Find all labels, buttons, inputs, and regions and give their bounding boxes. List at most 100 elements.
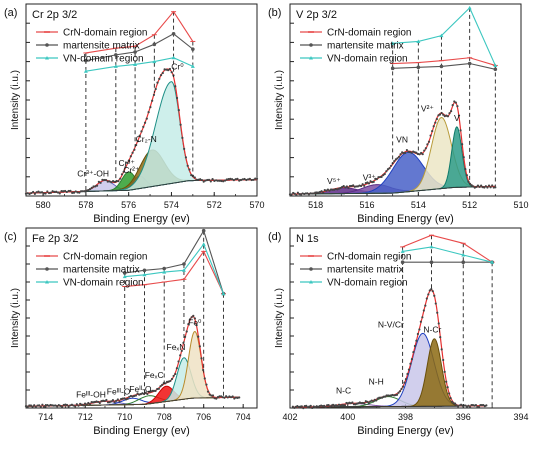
spectrum-point: [90, 186, 93, 189]
legend-entry: martensite matrix: [327, 41, 404, 52]
panel-label: (d): [268, 231, 281, 243]
legend-entry: VN-domain region: [327, 278, 408, 289]
legend-marker: [309, 56, 313, 60]
series-line: [85, 10, 194, 54]
series-point: [152, 59, 157, 64]
component-label: V⁵⁺: [327, 176, 341, 186]
spectrum-point: [184, 156, 188, 159]
spectrum-point: [462, 156, 465, 159]
spectrum-point: [487, 184, 491, 187]
spectrum-point: [28, 404, 31, 407]
spectrum-point: [327, 403, 330, 407]
spectrum-point: [233, 397, 236, 400]
series-point: [201, 228, 206, 233]
spectrum-point: [324, 406, 327, 409]
spectrum-point: [192, 314, 195, 317]
spectrum-point: [218, 395, 221, 398]
spectrum-point: [77, 404, 80, 407]
spectrum-point: [436, 311, 439, 314]
component-label: Feᴵᴵᴵ-O: [107, 386, 131, 396]
spectrum-point: [429, 134, 432, 137]
legend-marker: [309, 267, 313, 271]
spectrum-point: [211, 177, 214, 181]
series-line: [402, 246, 493, 263]
spectrum-point: [180, 349, 183, 352]
x-tick-label: 580: [36, 200, 51, 210]
x-axis-label: Binding Energy (ev): [357, 213, 454, 225]
spectrum-point: [97, 400, 100, 404]
spectrum-point: [121, 397, 124, 400]
component-label: VN: [396, 134, 408, 144]
spectrum-point: [195, 323, 198, 327]
spectrum-point: [398, 390, 402, 393]
spectrum-point: [442, 358, 445, 362]
spectrum-point: [106, 401, 110, 404]
spectrum-point: [305, 404, 308, 407]
spectrum-point: [459, 129, 462, 132]
spectrum-point: [248, 177, 251, 180]
spectrum-point: [37, 190, 40, 193]
spectrum-point: [427, 293, 430, 296]
series-vn-domain-region: [83, 55, 195, 73]
series-crn-domain-region: [400, 234, 495, 263]
panel-title: N 1s: [296, 233, 319, 245]
spectrum-point: [372, 400, 375, 403]
x-tick-label: 394: [513, 412, 528, 422]
spectrum-point: [434, 302, 437, 305]
spectrum-point: [424, 147, 427, 150]
panel-a: (a) Cr 2p 3/2 Binding Energy (ev) Intensity…: [4, 3, 265, 225]
spectrum-point: [446, 386, 449, 389]
spectrum-point: [161, 71, 164, 75]
series-point: [181, 268, 186, 272]
spectrum-point: [410, 151, 413, 154]
spectrum-point: [489, 186, 492, 189]
spectrum-point: [309, 404, 312, 407]
spectrum-point: [99, 181, 102, 184]
spectrum-point: [152, 389, 156, 392]
spectrum-point: [464, 168, 467, 171]
series-line: [392, 62, 496, 70]
spectrum-point: [223, 179, 227, 182]
spectrum-point: [477, 406, 481, 409]
spectrum-point: [157, 387, 160, 390]
panel-title: Fe 2p 3/2: [32, 233, 78, 245]
spectrum-point: [108, 401, 111, 404]
panel-c: (c) Fe 2p 3/2 Binding Energy (ev) Intensity…: [4, 227, 258, 437]
spectrum-point: [491, 184, 494, 187]
spectrum-point: [103, 178, 106, 182]
legend-entry: martensite matrix: [63, 265, 140, 276]
spectrum-point: [161, 383, 164, 386]
spectrum-point: [427, 140, 431, 143]
spectrum-point: [483, 186, 486, 189]
component-label: V²⁺: [421, 104, 435, 114]
spectrum-point: [291, 405, 294, 408]
spectrum-point: [231, 178, 234, 181]
component-label: N-H: [369, 377, 384, 387]
spectrum-point: [419, 320, 422, 323]
spectrum-point: [320, 190, 323, 193]
spectrum-point: [92, 401, 95, 404]
spectrum-point: [197, 335, 200, 338]
component-peak: [25, 357, 240, 407]
spectrum-point: [394, 158, 397, 161]
spectrum-point: [115, 399, 118, 402]
y-axis-label: Intensity (i.u.): [10, 70, 21, 130]
spectrum-point: [363, 402, 366, 405]
spectrum-point: [185, 330, 188, 333]
spectrum-point: [41, 403, 44, 406]
spectrum-point: [126, 161, 129, 165]
series-point: [190, 64, 195, 68]
panel-label: (c): [4, 231, 17, 243]
spectrum-point: [215, 397, 218, 400]
spectrum-point: [168, 67, 172, 71]
spectrum-point: [146, 392, 149, 396]
series-line: [85, 57, 194, 72]
spectrum-point: [352, 184, 355, 187]
spectrum-point: [290, 193, 293, 196]
spectrum-point: [232, 179, 235, 182]
spectrum-point: [64, 403, 67, 406]
component-label: Cr³⁺-OH: [77, 168, 109, 178]
component-label: Fe⁰: [188, 317, 202, 327]
series-martensite-matrix: [84, 31, 195, 63]
spectrum-point: [494, 186, 497, 189]
